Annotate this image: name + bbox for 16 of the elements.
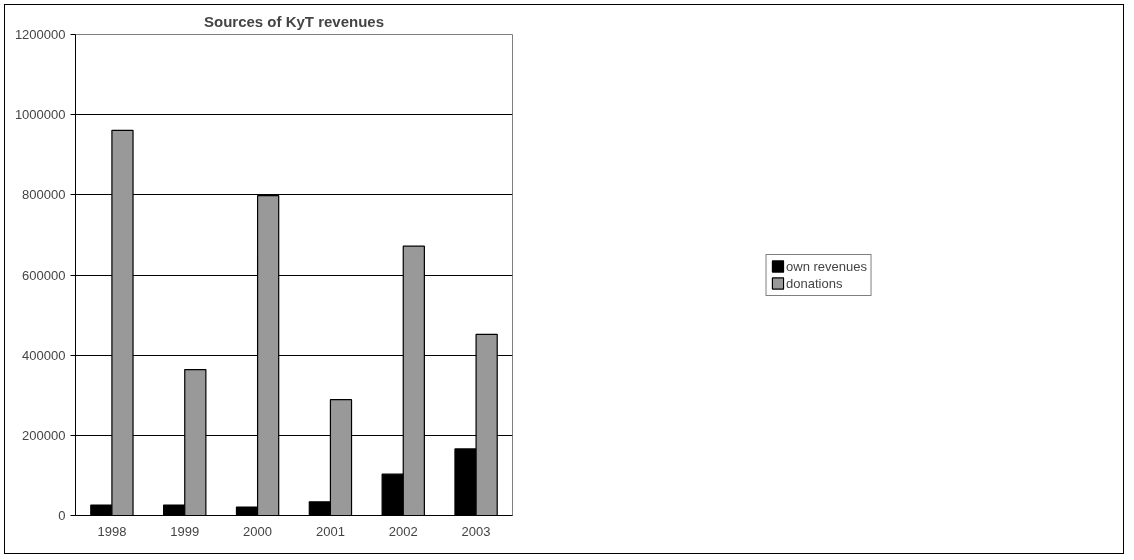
y-tick-label: 1200000 [14,27,66,42]
x-tick-label: 2003 [461,523,491,539]
x-tick-label: 1998 [97,523,127,539]
y-tick-label: 200000 [22,427,66,443]
x-tick-label: 2002 [388,523,418,539]
legend-label: donations [786,275,843,291]
y-tick-label: 0 [58,508,66,523]
x-tick-label: 2001 [315,523,345,539]
y-tick-label: 400000 [22,347,66,363]
x-tick-label: 1999 [170,523,200,539]
legend-label: own revenues [786,258,867,274]
y-tick-label: 600000 [22,267,66,283]
chart-title: Sources of KyT revenues [203,12,385,30]
y-tick-label: 1000000 [14,107,66,123]
x-tick-label: 2000 [243,523,273,539]
y-tick-label: 800000 [22,187,66,203]
